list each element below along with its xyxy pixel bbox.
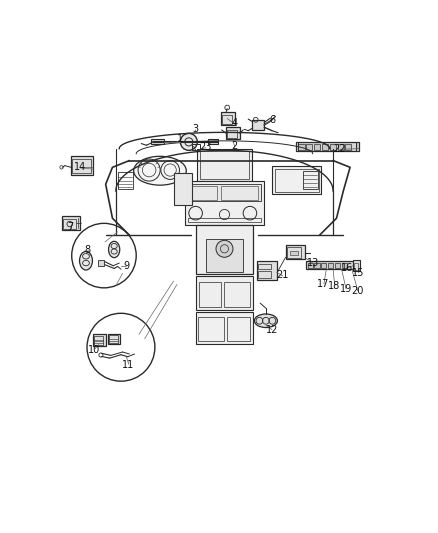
Circle shape xyxy=(216,240,233,257)
Bar xyxy=(335,263,340,269)
Bar xyxy=(257,261,277,280)
Bar xyxy=(290,251,298,255)
Bar xyxy=(222,115,232,124)
Bar xyxy=(314,144,320,150)
Bar xyxy=(328,263,333,269)
Bar xyxy=(356,142,359,151)
Text: 19: 19 xyxy=(339,284,352,294)
Text: 22: 22 xyxy=(334,144,346,154)
Circle shape xyxy=(180,133,197,150)
Bar xyxy=(224,282,250,307)
Bar xyxy=(188,217,261,222)
Bar xyxy=(287,247,301,257)
Bar xyxy=(258,271,271,278)
Bar xyxy=(221,112,235,125)
Bar xyxy=(296,142,298,151)
Bar xyxy=(94,336,103,345)
Ellipse shape xyxy=(109,241,120,257)
Ellipse shape xyxy=(80,252,92,270)
Bar xyxy=(110,335,118,343)
Bar xyxy=(330,144,336,150)
Bar xyxy=(227,317,250,342)
Text: 16: 16 xyxy=(341,263,353,273)
Text: 3: 3 xyxy=(193,124,199,134)
Bar xyxy=(200,151,249,179)
Bar xyxy=(286,245,305,259)
Bar xyxy=(152,139,164,144)
Bar xyxy=(353,260,360,271)
Bar xyxy=(206,239,243,271)
Bar xyxy=(198,317,224,342)
Bar xyxy=(199,282,221,307)
Bar xyxy=(226,127,240,140)
Text: 17: 17 xyxy=(317,279,329,289)
Bar xyxy=(303,171,318,189)
Bar xyxy=(298,144,304,150)
Bar xyxy=(208,139,218,144)
Bar xyxy=(188,184,261,201)
Text: 4: 4 xyxy=(232,118,238,128)
Bar xyxy=(272,166,321,195)
Bar xyxy=(196,312,253,344)
Bar xyxy=(306,261,359,269)
Text: 18: 18 xyxy=(328,281,340,292)
Bar xyxy=(354,263,358,270)
Bar xyxy=(108,334,120,344)
Bar xyxy=(185,181,264,225)
Text: 8: 8 xyxy=(84,245,90,255)
Bar xyxy=(307,263,313,269)
Bar xyxy=(190,186,217,199)
Text: 23: 23 xyxy=(200,142,212,152)
Bar xyxy=(252,120,264,130)
Text: 10: 10 xyxy=(88,345,100,355)
Text: 20: 20 xyxy=(352,286,364,296)
Bar xyxy=(173,173,192,205)
Bar xyxy=(314,263,319,269)
Text: 6: 6 xyxy=(269,115,275,125)
Bar xyxy=(258,264,271,269)
Bar xyxy=(196,225,253,274)
Text: 12: 12 xyxy=(266,325,278,335)
Text: 1: 1 xyxy=(177,134,184,144)
Bar xyxy=(342,263,346,269)
Bar xyxy=(71,156,93,175)
Text: 14: 14 xyxy=(74,163,86,172)
Ellipse shape xyxy=(134,156,186,185)
Bar xyxy=(345,144,351,150)
Bar xyxy=(221,186,258,199)
Bar xyxy=(306,144,312,150)
Text: 11: 11 xyxy=(122,360,134,370)
Bar xyxy=(196,276,253,310)
Bar xyxy=(227,130,237,139)
Bar xyxy=(197,149,251,181)
Bar xyxy=(275,168,319,192)
Bar xyxy=(338,144,344,150)
Text: 2: 2 xyxy=(232,141,238,151)
Bar xyxy=(93,334,106,346)
Bar xyxy=(321,263,326,269)
Text: 9: 9 xyxy=(123,261,129,271)
Bar xyxy=(117,172,133,189)
Text: 15: 15 xyxy=(352,268,365,278)
Bar xyxy=(61,216,80,230)
Bar xyxy=(63,219,77,229)
Bar xyxy=(322,144,328,150)
Bar xyxy=(192,144,200,150)
Ellipse shape xyxy=(254,314,277,328)
Text: 7: 7 xyxy=(67,222,73,232)
Bar xyxy=(98,260,104,266)
Text: 21: 21 xyxy=(277,270,289,280)
Bar xyxy=(72,159,91,173)
Bar xyxy=(296,142,359,151)
Text: 13: 13 xyxy=(307,258,319,268)
